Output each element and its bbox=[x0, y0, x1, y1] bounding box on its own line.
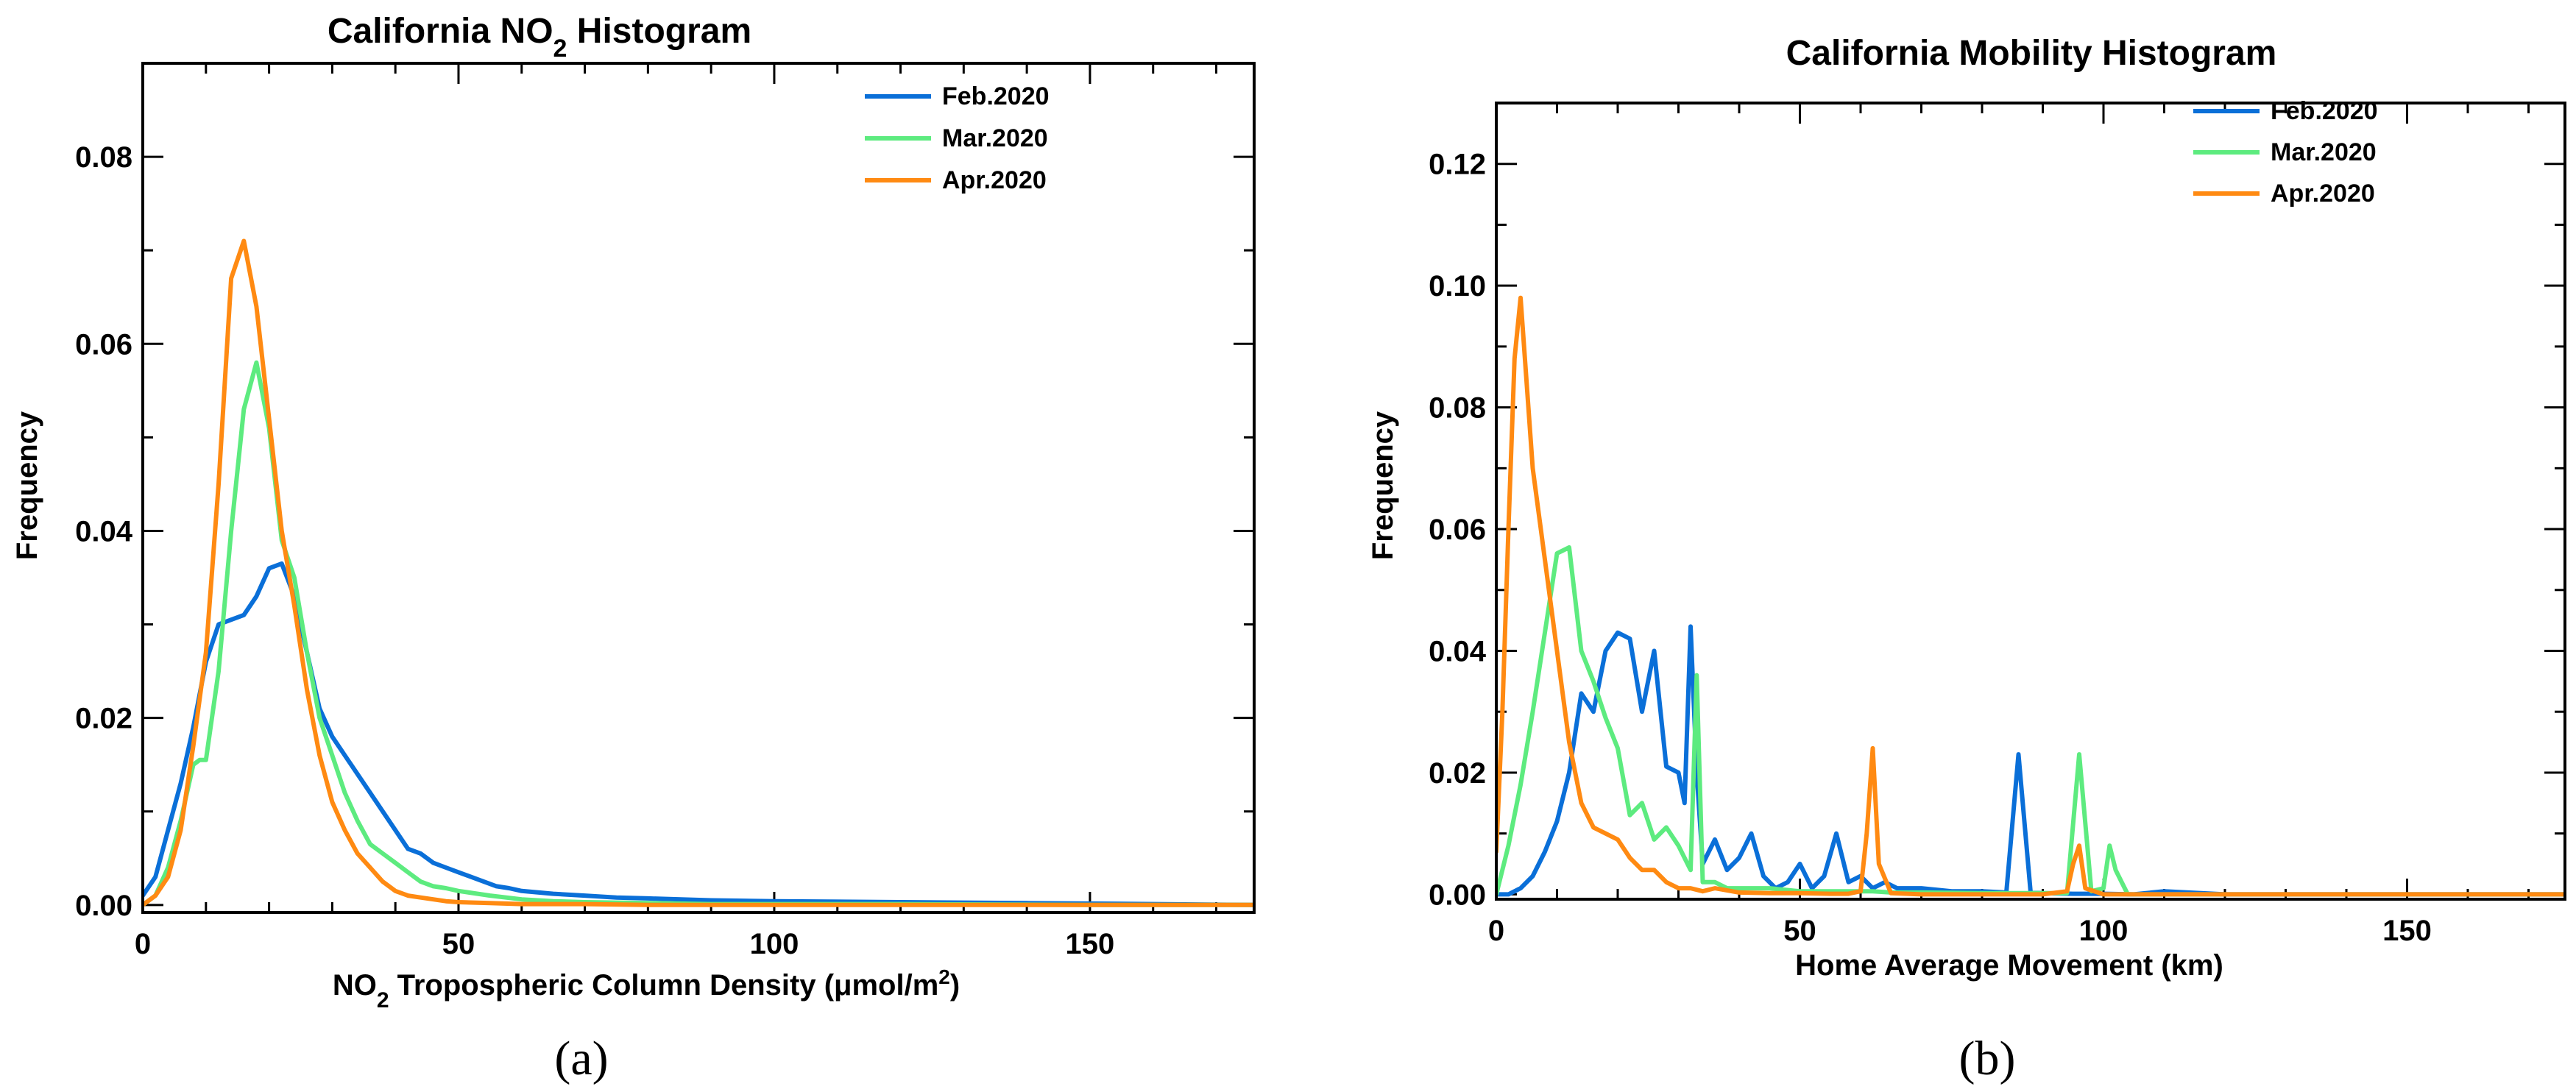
x-tick-label: 150 bbox=[1066, 928, 1115, 960]
series-group bbox=[144, 238, 1253, 907]
y-tick-label: 0.06 bbox=[75, 328, 132, 361]
series-line-feb-2020 bbox=[144, 561, 1253, 907]
x-tick-label: 100 bbox=[750, 928, 799, 960]
panel-label: (b) bbox=[1959, 1032, 2016, 1085]
chart-title: California Mobility Histogram bbox=[1786, 34, 2277, 73]
y-tick-label: 0.08 bbox=[1429, 392, 1486, 425]
y-tick-label: 0.06 bbox=[1429, 514, 1486, 546]
series-line-feb-2020 bbox=[1498, 624, 2563, 897]
panel-label: (a) bbox=[554, 1032, 608, 1085]
x-tick-label: 50 bbox=[1783, 915, 1816, 947]
y-axis-title: Frequency bbox=[11, 411, 43, 560]
mobility-histogram-chart: California Mobility Histogram Home Avera… bbox=[1367, 34, 2566, 1085]
legend-label: Apr.2020 bbox=[2271, 180, 2375, 208]
y-tick-label: 0.08 bbox=[75, 141, 132, 174]
x-axis-title: NO2 Tropospheric Column Density (μmol/m2… bbox=[333, 965, 960, 1013]
legend-label: Feb.2020 bbox=[942, 82, 1050, 110]
y-tick-label: 0.04 bbox=[1429, 635, 1487, 667]
y-tick-label: 0.00 bbox=[1429, 879, 1486, 911]
series-line-apr-2020 bbox=[144, 238, 1253, 907]
x-tick-label: 0 bbox=[135, 928, 151, 960]
series-line-apr-2020 bbox=[1498, 295, 2563, 897]
y-tick-label: 0.10 bbox=[1429, 270, 1486, 302]
legend: Feb.2020 Mar.2020 Apr.2020 bbox=[2193, 97, 2378, 208]
y-tick-label: 0.02 bbox=[1429, 757, 1486, 790]
no2-histogram-chart: California NO2 Histogram NO2 Tropospheri… bbox=[11, 12, 1256, 1085]
y-tick-label: 0.04 bbox=[75, 515, 133, 547]
plot-frame bbox=[141, 62, 1256, 914]
x-axis-title: Home Average Movement (km) bbox=[1795, 949, 2223, 982]
legend-label: Mar.2020 bbox=[2271, 138, 2377, 166]
series-group bbox=[1498, 295, 2563, 897]
y-tick-label: 0.12 bbox=[1429, 149, 1486, 181]
legend-label: Mar.2020 bbox=[942, 124, 1048, 152]
y-axis-title: Frequency bbox=[1367, 411, 1399, 560]
y-tick-label: 0.00 bbox=[75, 890, 132, 922]
series-line-mar-2020 bbox=[1498, 545, 2563, 897]
x-tick-label: 0 bbox=[1488, 915, 1504, 947]
x-tick-label: 100 bbox=[2079, 915, 2129, 947]
x-tick-label: 50 bbox=[442, 928, 475, 960]
plot-frame bbox=[1495, 102, 2566, 901]
legend: Feb.2020 Mar.2020 Apr.2020 bbox=[865, 82, 1050, 194]
x-tick-label: 150 bbox=[2382, 915, 2432, 947]
legend-label: Feb.2020 bbox=[2271, 97, 2378, 125]
legend-label: Apr.2020 bbox=[942, 166, 1047, 194]
chart-title: California NO2 Histogram bbox=[328, 12, 751, 63]
y-tick-label: 0.02 bbox=[75, 703, 132, 735]
